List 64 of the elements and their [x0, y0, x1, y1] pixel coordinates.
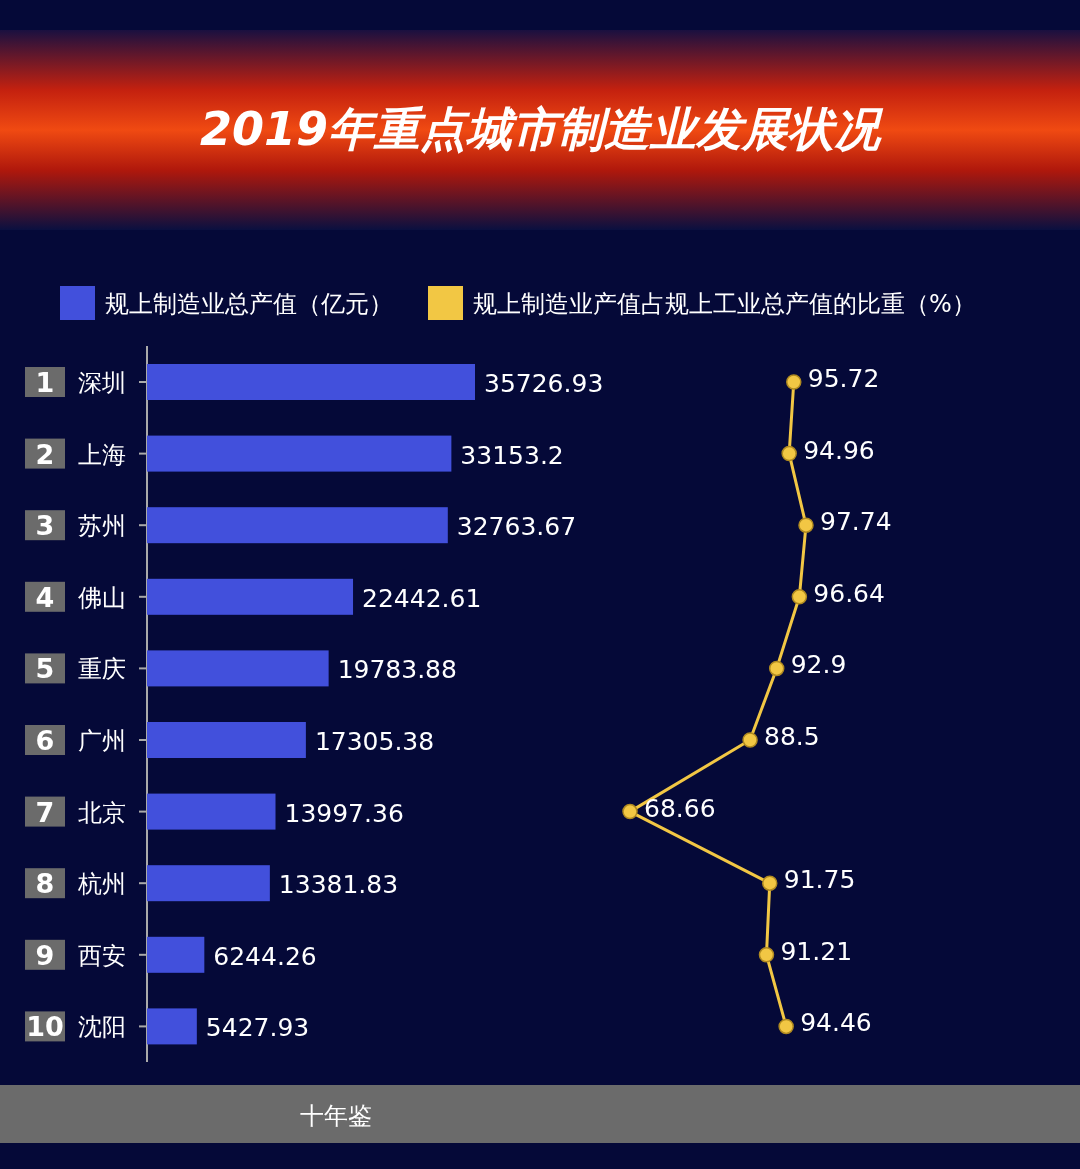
point: [781, 445, 797, 462]
y-tick-label: 北京: [78, 798, 126, 827]
point: [786, 374, 802, 390]
point: [622, 803, 638, 820]
text: 5: [35, 653, 55, 685]
point: [798, 517, 814, 533]
bar: [147, 578, 354, 615]
data-label: 22442.61: [362, 583, 482, 613]
data-label: 95.72: [807, 364, 880, 393]
data-label: 94.46: [800, 1008, 872, 1038]
data-label: 35726.93: [484, 369, 604, 398]
y-tick-label: 沈阳: [78, 1013, 126, 1042]
y-tick-label: 苏州: [78, 512, 126, 541]
point: [762, 875, 778, 891]
y-tick-label: 上海: [78, 440, 126, 469]
point: [768, 660, 785, 677]
bar: [147, 936, 205, 973]
bar: [147, 865, 270, 902]
data-label: 94.96: [803, 435, 875, 465]
legend-label: 规上制造业总产值（亿元）: [105, 290, 393, 318]
data-label: 19783.88: [337, 655, 457, 685]
data-label: 13997.36: [284, 798, 404, 828]
data-label: 96.64: [813, 578, 885, 608]
bar: [147, 435, 452, 472]
y-tick-label: 广州: [78, 727, 126, 755]
bar: [147, 364, 475, 400]
bar: [147, 507, 448, 544]
data-label: 92.9: [790, 650, 847, 680]
text: 10: [26, 1011, 64, 1043]
data-label: 88.5: [764, 722, 820, 751]
data-label: 13381.83: [278, 870, 399, 900]
data-label: 91.21: [780, 936, 853, 966]
data-label: 68.66: [644, 793, 716, 823]
text: 3: [35, 510, 55, 542]
chart-title: 2019年重点城市制造业发展状况: [199, 102, 885, 156]
text: 6: [35, 725, 55, 756]
text: 8: [35, 868, 55, 900]
y-tick-label: 深圳: [78, 369, 126, 397]
text: 7: [35, 796, 55, 828]
data-label: 97.74: [820, 507, 892, 537]
text: 十年鉴: [300, 1102, 372, 1130]
text: 9: [35, 939, 55, 971]
text: 2: [35, 438, 55, 470]
data-label: 33153.2: [460, 440, 564, 470]
bar: [147, 722, 306, 758]
y-tick-label: 重庆: [78, 655, 126, 684]
data-label: 32763.67: [456, 512, 577, 542]
y-tick-label: 杭州: [77, 870, 126, 899]
data-label: 6244.26: [213, 941, 317, 971]
data-label: 5427.93: [205, 1013, 310, 1043]
y-tick-label: 西安: [78, 941, 126, 970]
text: 4: [35, 581, 55, 613]
point: [778, 1018, 794, 1035]
bar: [147, 650, 329, 687]
data-label: 17305.38: [314, 727, 435, 756]
text: 1: [35, 367, 55, 398]
bar: [147, 793, 276, 830]
bar: [147, 1008, 197, 1045]
point: [758, 947, 775, 963]
legend-label: 规上制造业产值占规上工业总产值的比重（%）: [473, 290, 976, 318]
y-tick-label: 佛山: [78, 583, 126, 612]
point: [742, 732, 758, 748]
data-label: 91.75: [783, 865, 856, 895]
point: [791, 589, 808, 605]
